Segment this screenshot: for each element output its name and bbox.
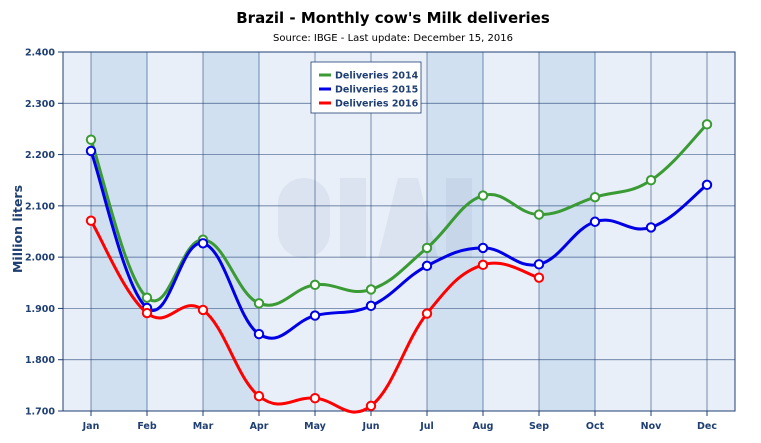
x-tick-label: Sep (529, 421, 549, 432)
data-point (701, 119, 713, 130)
y-tick-label: 2.400 (25, 48, 55, 59)
data-point (85, 134, 97, 145)
x-tick-label: Jan (82, 421, 100, 432)
x-tick-label: Apr (250, 421, 269, 432)
data-point (589, 191, 601, 203)
data-point (141, 292, 153, 303)
x-tick-label: Aug (473, 421, 494, 432)
data-point (645, 175, 657, 186)
y-tick-label: 2.300 (25, 99, 55, 110)
data-point (533, 272, 545, 283)
data-point (421, 260, 433, 272)
data-point (477, 190, 489, 201)
data-point (701, 179, 713, 191)
data-point (309, 279, 321, 291)
x-tick-label: Feb (137, 421, 157, 432)
data-point (253, 328, 265, 340)
column-band (203, 52, 259, 411)
data-point (477, 259, 489, 271)
series-2 (85, 145, 713, 340)
axes: 1.700 1.800 1.900 2.000 2.100 2.200 2.300 2.400… (25, 48, 736, 432)
x-tick-label: Mar (193, 421, 214, 432)
legend: Deliveries 2014 Deliveries 2015 Deliveries… (310, 61, 422, 114)
data-point (197, 304, 209, 316)
data-point (477, 242, 489, 254)
x-tick-label: Jun (361, 421, 379, 432)
series-layer (85, 119, 713, 414)
data-point (365, 400, 377, 412)
x-tick-label: May (304, 421, 327, 432)
legend-label: Deliveries 2014 (335, 71, 419, 82)
data-point (253, 390, 265, 402)
column-band (91, 52, 147, 411)
y-tick-label: 1.700 (25, 407, 55, 418)
plot-frame (62, 51, 736, 412)
data-point (85, 145, 97, 157)
series-line (89, 219, 540, 414)
y-axis-label: Million liters (10, 185, 25, 273)
x-tick-label: Dec (697, 421, 717, 432)
x-tick-label: Nov (641, 421, 662, 432)
series-1 (85, 119, 713, 309)
y-tick-label: 2.100 (25, 201, 55, 212)
chart-title: Brazil - Monthly cow's Milk deliveries (236, 9, 550, 27)
data-point (421, 308, 433, 319)
data-point (309, 392, 321, 404)
x-tick-label: Jul (419, 421, 434, 432)
y-tick-label: 1.800 (25, 355, 55, 366)
data-point (589, 216, 601, 227)
data-point (645, 222, 657, 233)
legend-label: Deliveries 2016 (335, 99, 419, 110)
data-point (365, 300, 377, 312)
chart-subtitle: Source: IBGE - Last update: December 15,… (273, 33, 513, 44)
data-point (421, 242, 433, 254)
data-point (533, 259, 545, 270)
column-band (427, 52, 483, 411)
y-tick-label: 2.000 (25, 253, 55, 264)
y-tick-label: 1.900 (25, 304, 55, 315)
series-3 (85, 215, 545, 414)
y-tick-label: 2.200 (25, 150, 55, 161)
cial-watermark-logo (278, 178, 472, 258)
data-point (309, 310, 321, 321)
data-point (533, 209, 545, 220)
data-point (197, 238, 209, 249)
data-point (141, 307, 153, 319)
data-point (85, 215, 97, 226)
column-band (539, 52, 595, 411)
legend-label: Deliveries 2015 (335, 85, 418, 96)
x-tick-label: Oct (586, 421, 605, 432)
data-point (253, 298, 265, 309)
data-point (365, 284, 377, 295)
